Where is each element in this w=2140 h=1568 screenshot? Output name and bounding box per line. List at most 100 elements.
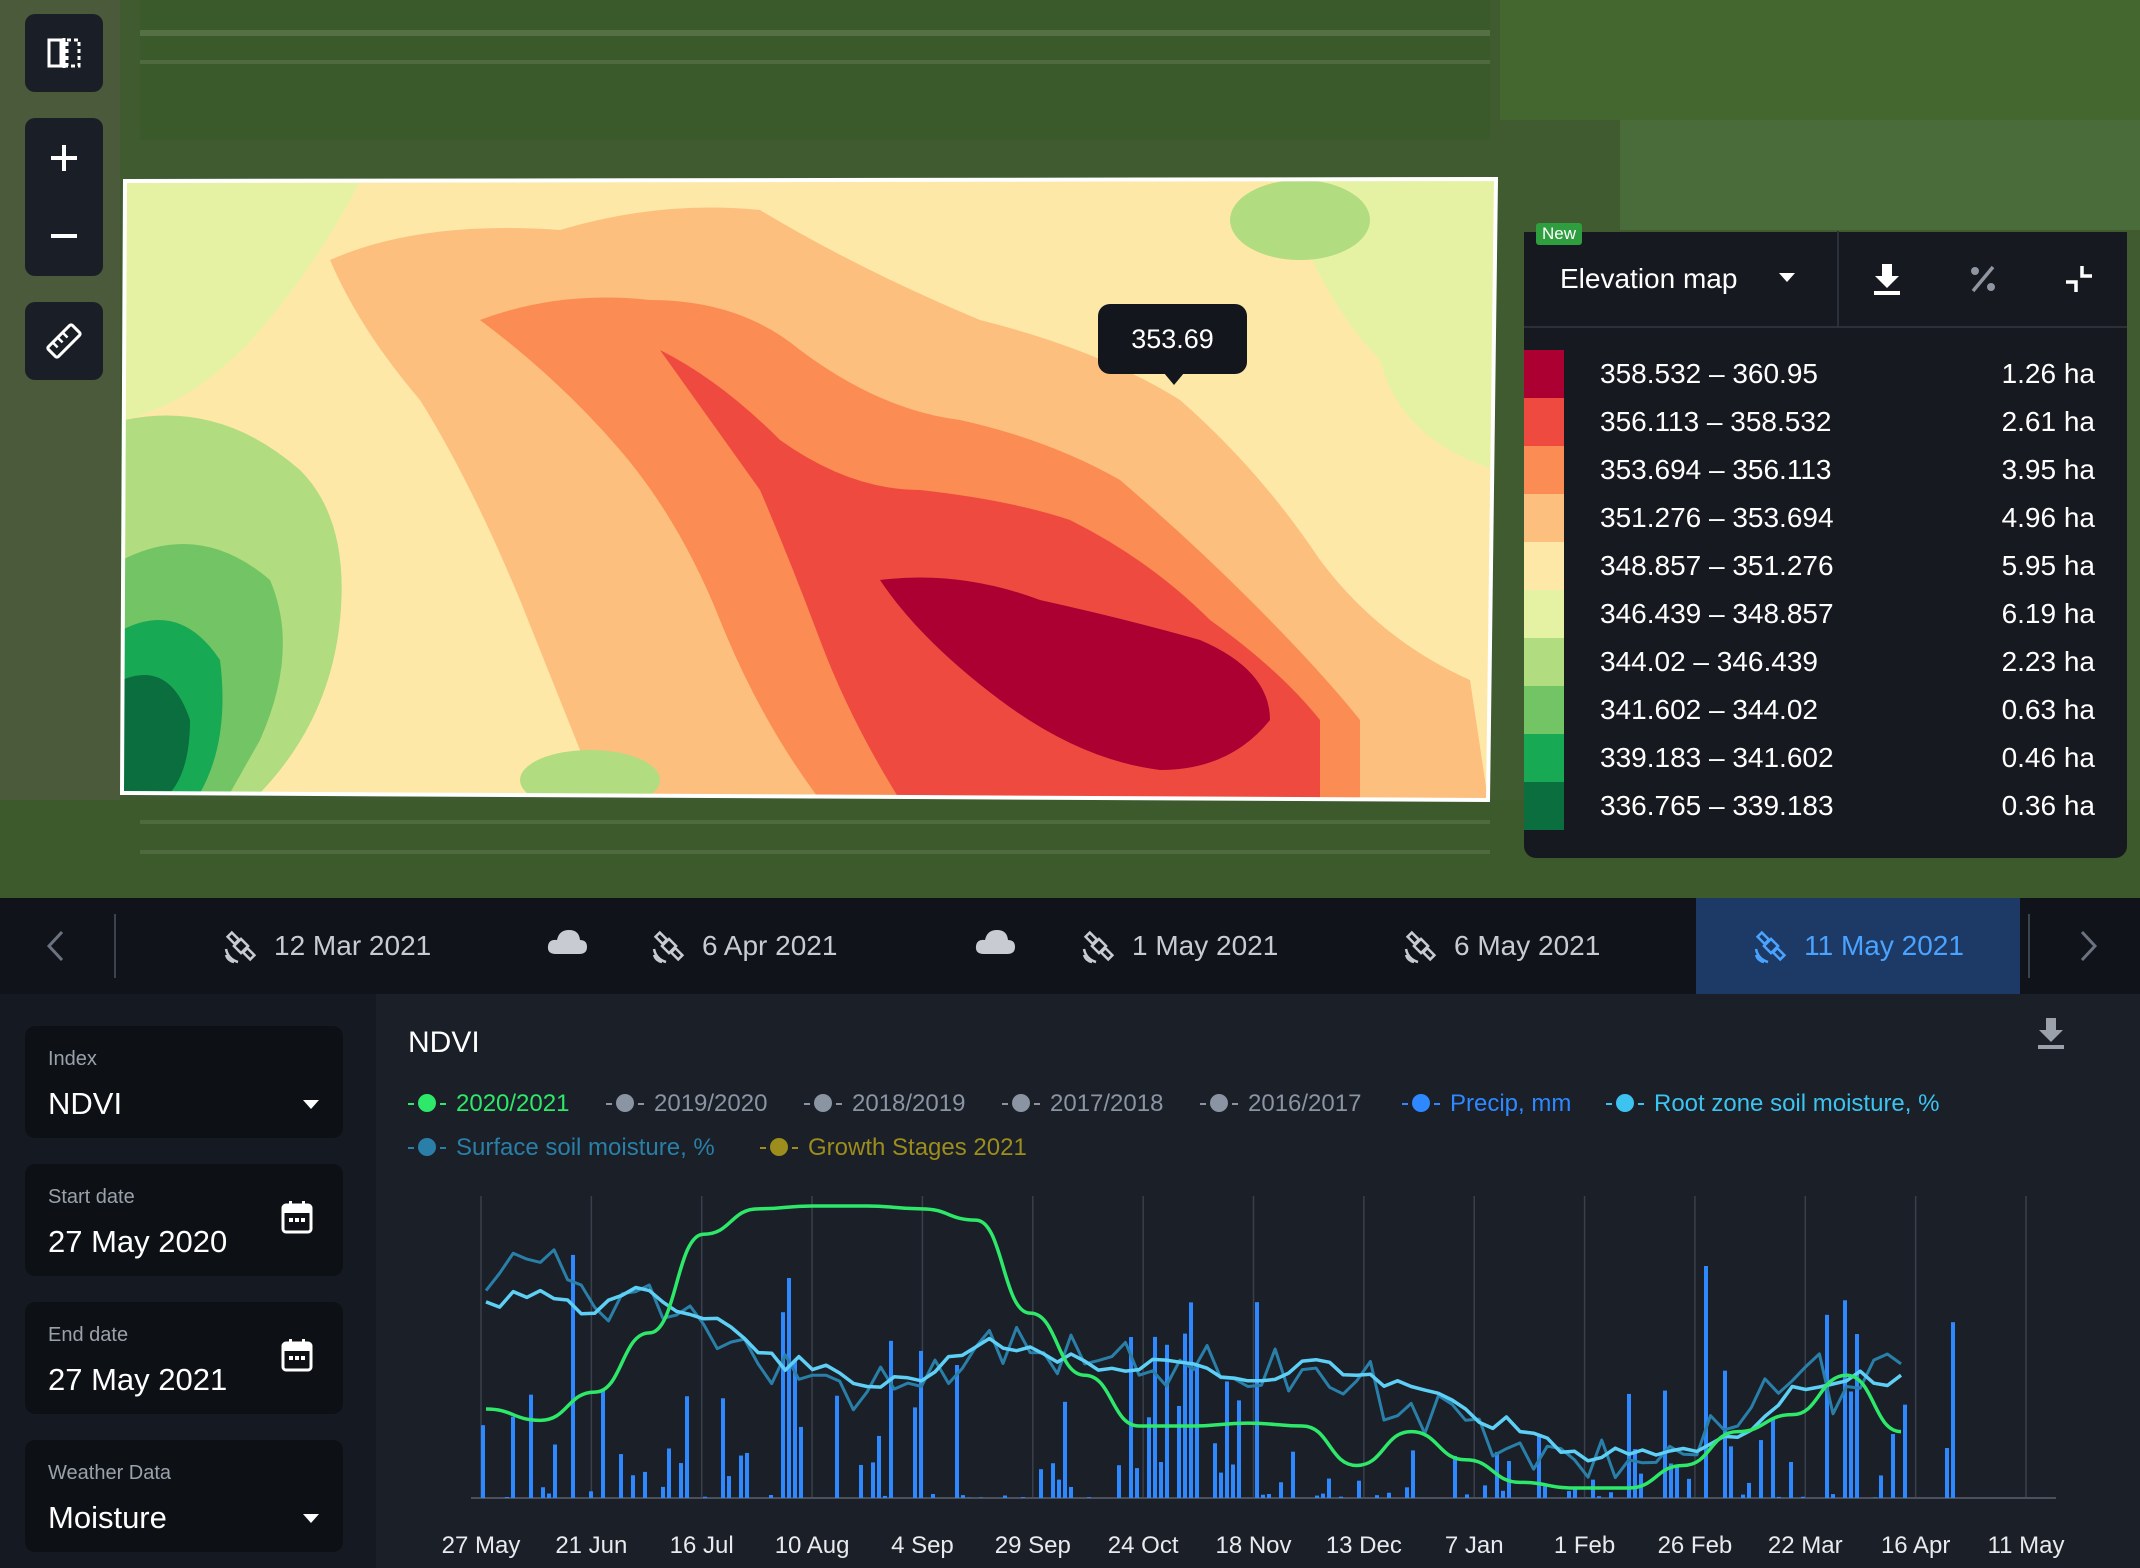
legend-range: 336.765 – 339.183: [1600, 790, 1834, 821]
legend-swatch: [1524, 590, 1564, 638]
ruler-button[interactable]: [25, 302, 103, 380]
precip-bar: [1003, 1495, 1007, 1498]
chart-legend-item[interactable]: 2016/2017: [1200, 1090, 1361, 1118]
precip-bar: [1315, 1495, 1319, 1498]
legend-area: 2.23 ha: [2001, 646, 2095, 677]
legend-swatch: [1524, 542, 1564, 590]
precip-bar: [1375, 1495, 1379, 1498]
legend-range: 344.02 – 346.439: [1600, 646, 1818, 677]
precip-bar: [1117, 1465, 1121, 1498]
chart-legend-item[interactable]: Root zone soil moisture, %: [1606, 1090, 1939, 1118]
ndvi-line: [485, 1204, 1902, 1490]
chart-legend-item[interactable]: Growth Stages 2021: [760, 1134, 1027, 1162]
x-tick-label: 29 Sep: [994, 1532, 1071, 1559]
legend-area: 0.46 ha: [2001, 742, 2095, 773]
precip-bar: [1669, 1463, 1673, 1498]
precip-bar: [1453, 1455, 1457, 1498]
precip-bar: [1339, 1496, 1343, 1498]
chevron-down-icon: [1779, 273, 1795, 282]
legend-range: 348.857 – 351.276: [1600, 550, 1834, 581]
legend-series-name: Root zone soil moisture, %: [1654, 1090, 1940, 1117]
chart-legend-item[interactable]: Surface soil moisture, %: [408, 1134, 715, 1162]
x-tick-label: 18 Nov: [1215, 1532, 1292, 1559]
precip-bar: [1219, 1472, 1223, 1498]
index-select[interactable]: Index NDVI: [25, 1026, 343, 1138]
precip-bar: [1633, 1449, 1637, 1498]
precip-bar: [1771, 1417, 1775, 1498]
timeline-prev-button[interactable]: [10, 898, 100, 994]
percent-toggle-button[interactable]: [1935, 231, 2031, 327]
date-timeline: 12 Mar 2021 6 Apr 2021 1 May 2021 6 May 202…: [0, 898, 2140, 994]
timeline-date-item[interactable]: 6 May 2021: [1402, 898, 1642, 994]
start-date-label: Start date: [48, 1186, 135, 1208]
weather-data-value: Moisture: [48, 1500, 167, 1535]
satellite-icon: [1082, 930, 1115, 964]
legend-range: 339.183 – 341.602: [1600, 742, 1834, 773]
timeline-date-item[interactable]: 11 May 2021: [1696, 898, 2020, 994]
precip-bar: [739, 1455, 743, 1498]
timeline-date-item[interactable]: 6 Apr 2021: [650, 898, 890, 994]
zoom-in-button[interactable]: [25, 119, 103, 197]
precip-bar: [1153, 1336, 1157, 1498]
map-view[interactable]: 353.69 New Elevation map 358.532 – 360.9…: [0, 0, 2140, 898]
chart-legend-item[interactable]: 2019/2020: [606, 1090, 767, 1118]
precip-bar: [877, 1435, 881, 1498]
legend-area: 3.95 ha: [2001, 454, 2095, 485]
timeline-date-label: 6 Apr 2021: [702, 930, 838, 961]
cloudy-date-marker[interactable]: [974, 926, 1016, 961]
precip-bar: [1704, 1266, 1708, 1498]
chart-download-button[interactable]: [2036, 1016, 2066, 1055]
split-view-button[interactable]: [25, 14, 103, 92]
precip-bar: [1501, 1490, 1505, 1498]
precip-bar: [511, 1416, 515, 1498]
cloudy-date-marker[interactable]: [546, 926, 588, 961]
start-date-field[interactable]: Start date 27 May 2020: [25, 1164, 343, 1276]
legend-row: 339.183 – 341.602 0.46 ha: [1524, 734, 2127, 782]
precip-bar: [835, 1395, 839, 1498]
chart-panel: NDVI 2020/2021 2019/2020 2018/2019 2017/201…: [376, 994, 2140, 1568]
x-tick-label: 26 Feb: [1657, 1532, 1733, 1559]
legend-series-name: Surface soil moisture, %: [456, 1134, 715, 1161]
legend-area: 1.26 ha: [2001, 358, 2095, 389]
legend-marker-icon: [760, 1138, 798, 1158]
precip-bar: [1159, 1462, 1163, 1498]
ndvi-chart[interactable]: [376, 994, 2140, 1568]
weather-data-select[interactable]: Weather Data Moisture: [25, 1440, 343, 1552]
zoom-out-button[interactable]: [25, 197, 103, 275]
precip-bar: [703, 1496, 707, 1498]
timeline-date-item[interactable]: 12 Mar 2021: [222, 898, 462, 994]
x-tick-label: 16 Apr: [1880, 1532, 1951, 1559]
chevron-down-icon: [303, 1514, 319, 1523]
satellite-icon: [1754, 930, 1787, 964]
chart-legend-item[interactable]: Precip, mm: [1402, 1090, 1571, 1118]
legend-series-name: Growth Stages 2021: [808, 1134, 1027, 1161]
timeline-next-button[interactable]: [2044, 898, 2134, 994]
legend-marker-icon: [606, 1094, 644, 1114]
chart-legend-item[interactable]: 2020/2021: [408, 1090, 569, 1118]
collapse-button[interactable]: [2031, 231, 2127, 327]
legend-area: 6.19 ha: [2001, 598, 2095, 629]
plus-icon: [51, 145, 77, 171]
precip-bar: [1855, 1334, 1859, 1498]
chart-legend-item[interactable]: 2018/2019: [804, 1090, 965, 1118]
end-date-value: 27 May 2021: [48, 1362, 228, 1397]
precip-bar: [1405, 1487, 1409, 1498]
legend-series-name: 2020/2021: [456, 1090, 570, 1117]
chart-legend-item[interactable]: 2017/2018: [1002, 1090, 1163, 1118]
legend-row: 348.857 – 351.276 5.95 ha: [1524, 542, 2127, 590]
legend-row: 336.765 – 339.183 0.36 ha: [1524, 782, 2127, 830]
precip-bar: [661, 1486, 665, 1498]
precip-bar: [1057, 1479, 1061, 1498]
map-type-dropdown[interactable]: Elevation map: [1524, 231, 1839, 327]
precip-bar: [589, 1491, 593, 1498]
precip-bar: [541, 1487, 545, 1498]
legend-range: 341.602 – 344.02: [1600, 694, 1818, 725]
end-date-field[interactable]: End date 27 May 2021: [25, 1302, 343, 1414]
precip-bar: [1465, 1494, 1469, 1498]
timeline-date-label: 12 Mar 2021: [274, 930, 432, 961]
timeline-date-item[interactable]: 1 May 2021: [1080, 898, 1320, 994]
precip-bar: [1183, 1333, 1187, 1498]
download-button[interactable]: [1839, 231, 1935, 327]
legend-range: 351.276 – 353.694: [1600, 502, 1834, 533]
split-view-icon: [25, 14, 103, 92]
